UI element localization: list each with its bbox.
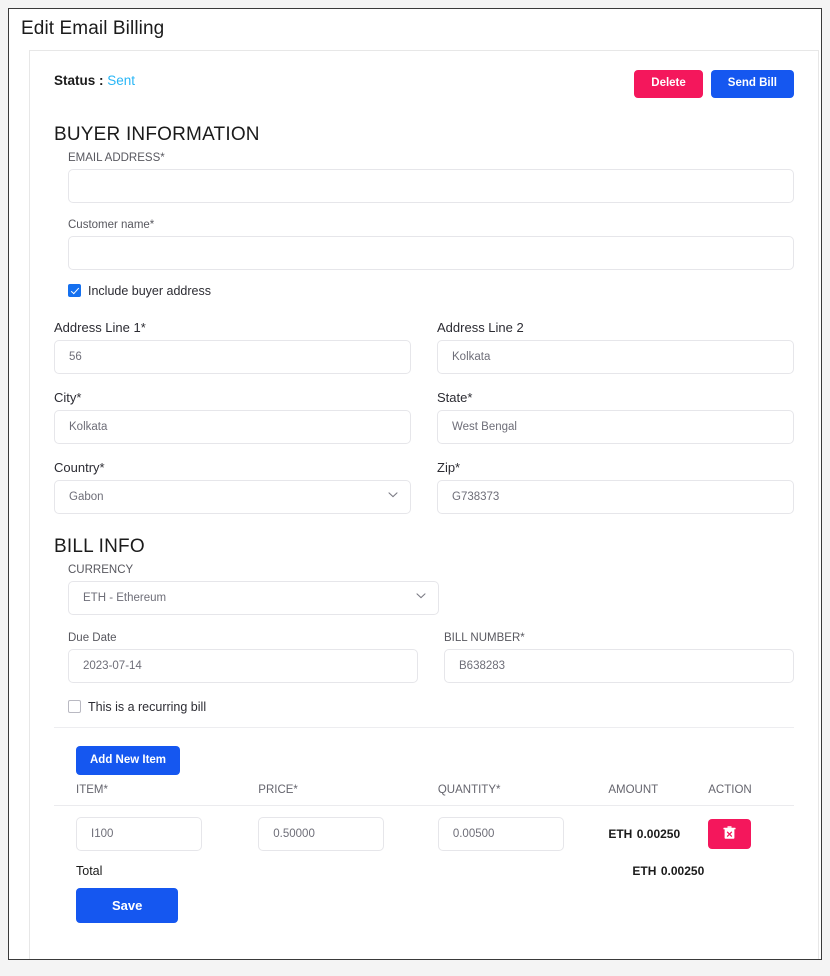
- email-address-input[interactable]: [68, 168, 794, 203]
- zip-input[interactable]: [437, 479, 794, 514]
- delete-row-button[interactable]: [708, 819, 752, 849]
- add-new-item-button[interactable]: Add New Item: [76, 745, 181, 775]
- edit-billing-card: Status : Sent Delete Send Bill BUYER INF…: [29, 50, 819, 959]
- city-input[interactable]: [54, 409, 411, 444]
- cell-action: [708, 806, 794, 852]
- state-group: State*: [437, 390, 794, 444]
- customer-name-label: Customer name*: [68, 218, 155, 231]
- due-date-bill-number-row: Due Date BILL NUMBER*: [54, 632, 794, 683]
- due-date-label: Due Date: [68, 631, 117, 644]
- due-date-input[interactable]: [68, 648, 418, 683]
- include-buyer-address-checkbox[interactable]: [68, 284, 81, 297]
- cell-quantity: [437, 806, 608, 851]
- bill-number-label: BILL NUMBER*: [444, 631, 525, 644]
- cell-price: [258, 806, 438, 851]
- quantity-input[interactable]: [437, 817, 564, 851]
- city-group: City*: [54, 390, 411, 444]
- column-header-quantity: QUANTITY*: [437, 784, 609, 806]
- save-button[interactable]: Save: [76, 888, 179, 923]
- include-buyer-address-label: Include buyer address: [88, 283, 211, 298]
- total-spacer-3: [708, 851, 794, 880]
- zip-label: Zip*: [437, 459, 461, 475]
- city-state-row: City* State*: [54, 390, 794, 444]
- city-label: City*: [54, 389, 82, 405]
- column-header-action: ACTION: [708, 784, 794, 806]
- address-line-2-label: Address Line 2: [437, 319, 524, 335]
- zip-group: Zip*: [437, 460, 794, 514]
- total-currency: ETH: [632, 864, 657, 878]
- status-row: Status : Sent Delete Send Bill: [54, 70, 794, 98]
- include-buyer-address-row[interactable]: Include buyer address: [68, 284, 794, 298]
- address-line-2-input[interactable]: [437, 339, 794, 374]
- currency-select[interactable]: [68, 580, 439, 615]
- country-zip-row: Country* Zip*: [54, 460, 794, 514]
- currency-label: CURRENCY: [68, 563, 134, 576]
- country-select[interactable]: [54, 479, 411, 514]
- email-address-label: EMAIL ADDRESS*: [68, 151, 165, 164]
- column-header-price: PRICE*: [258, 784, 438, 806]
- page-title: Edit Email Billing: [21, 18, 165, 39]
- customer-name-group: Customer name*: [54, 219, 794, 270]
- table-row: ETH 0.00250: [54, 806, 794, 852]
- total-amount-cell: ETH 0.00250: [608, 851, 708, 880]
- column-header-item: ITEM*: [54, 784, 259, 806]
- recurring-bill-label: This is a recurring bill: [88, 699, 207, 714]
- bill-number-group: BILL NUMBER*: [444, 632, 794, 683]
- state-label: State*: [437, 389, 473, 405]
- address-line-1-input[interactable]: [54, 339, 411, 374]
- price-input[interactable]: [258, 817, 385, 851]
- total-label: Total: [76, 864, 103, 878]
- total-spacer-2: [438, 851, 608, 880]
- address-line-1-label: Address Line 1*: [54, 319, 146, 335]
- country-label: Country*: [54, 459, 105, 475]
- address-line-1-group: Address Line 1*: [54, 320, 411, 374]
- cell-item: [54, 806, 258, 851]
- customer-name-input[interactable]: [68, 235, 794, 270]
- section-divider: [54, 726, 794, 728]
- send-bill-button[interactable]: Send Bill: [710, 70, 794, 98]
- currency-select-wrap[interactable]: [68, 580, 439, 615]
- amount-value: 0.00250: [636, 827, 681, 841]
- status-label-text: Status :: [54, 73, 104, 88]
- delete-button[interactable]: Delete: [634, 70, 703, 98]
- due-date-group: Due Date: [54, 632, 418, 683]
- buyer-email-group: EMAIL ADDRESS*: [54, 152, 794, 203]
- currency-group: CURRENCY: [54, 564, 439, 615]
- address-line-row: Address Line 1* Address Line 2: [54, 320, 794, 374]
- items-total-row: Total ETH 0.00250: [54, 851, 794, 880]
- country-group: Country*: [54, 460, 411, 514]
- bill-number-input[interactable]: [444, 648, 794, 683]
- country-select-wrap[interactable]: [54, 479, 411, 514]
- status-label: Status : Sent: [54, 73, 135, 88]
- cell-amount: ETH 0.00250: [608, 806, 708, 852]
- buyer-information-heading: BUYER INFORMATION: [54, 123, 260, 145]
- bill-info-heading: BILL INFO: [54, 535, 145, 557]
- status-badge: Sent: [107, 73, 136, 88]
- column-header-amount: AMOUNT: [608, 784, 709, 806]
- recurring-bill-row[interactable]: This is a recurring bill: [68, 700, 794, 714]
- state-input[interactable]: [437, 409, 794, 444]
- window-frame: Edit Email Billing Status : Sent Delete …: [8, 8, 822, 960]
- header-actions: Delete Send Bill: [634, 70, 794, 98]
- trash-icon: [723, 825, 736, 843]
- amount-currency: ETH: [608, 827, 633, 841]
- total-amount: 0.00250: [660, 864, 705, 878]
- address-line-2-group: Address Line 2: [437, 320, 794, 374]
- item-input[interactable]: [76, 817, 202, 851]
- recurring-bill-checkbox[interactable]: [68, 700, 81, 713]
- items-table: ITEM* PRICE* QUANTITY* AMOUNT ACTION: [54, 784, 794, 880]
- items-table-header-row: ITEM* PRICE* QUANTITY* AMOUNT ACTION: [54, 784, 794, 806]
- total-spacer-1: [258, 851, 438, 880]
